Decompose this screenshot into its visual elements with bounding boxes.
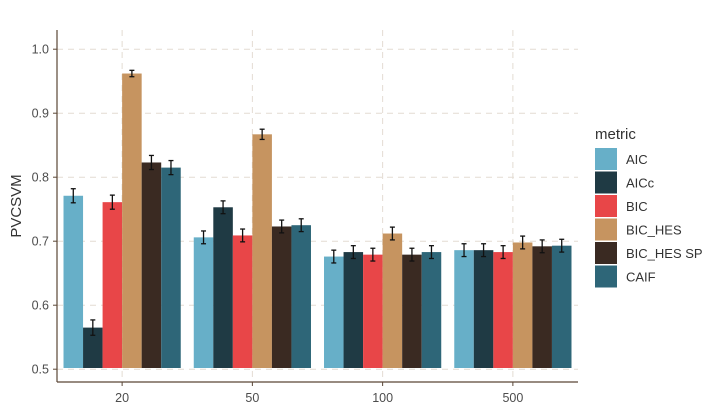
bar: [102, 202, 123, 368]
y-tick-label: 0.5: [32, 363, 49, 377]
bar: [63, 195, 84, 368]
y-tick-label: 0.6: [32, 299, 49, 313]
legend-label: CAIF: [626, 270, 656, 285]
y-tick-label: 0.9: [32, 107, 49, 121]
legend-swatch: [595, 218, 617, 241]
legend-swatch: [595, 195, 617, 217]
bar: [213, 207, 233, 368]
bar: [473, 250, 494, 368]
y-tick-label: 1.0: [32, 43, 49, 57]
legend-swatch: [595, 171, 617, 194]
y-tick-label: 0.8: [32, 171, 49, 185]
axes: [56, 30, 578, 383]
bar: [122, 73, 142, 369]
x-tick-label: 50: [245, 391, 259, 405]
bar: [252, 134, 272, 368]
bar: [271, 226, 292, 368]
bar: [551, 245, 572, 368]
bar: [512, 242, 533, 368]
legend-swatch: [595, 242, 617, 264]
error-bars: [70, 69, 565, 336]
legend-title: metric: [595, 126, 636, 143]
legend-swatch: [595, 148, 617, 170]
bar: [161, 167, 181, 368]
legend: metric AIC AICc BIC BIC_HES BIC_HES SP CAIF: [595, 126, 703, 288]
x-tick-label: 100: [372, 391, 393, 405]
bar: [193, 237, 214, 368]
bar: [291, 225, 311, 368]
bar: [324, 256, 344, 368]
legend-label: AIC: [626, 152, 648, 167]
legend-label: AICc: [626, 176, 655, 191]
bar: [363, 254, 383, 368]
bar: [83, 327, 103, 368]
bar: [454, 250, 474, 368]
bar: [141, 162, 162, 368]
x-axis-ticks: 20 50 100 500: [115, 382, 523, 405]
y-tick-label: 0.7: [32, 235, 49, 249]
bar: [343, 252, 364, 368]
legend-label: BIC: [626, 199, 648, 214]
bar: [532, 246, 552, 368]
bar: [382, 233, 403, 368]
x-tick-label: 500: [502, 391, 523, 405]
bar: [232, 235, 253, 368]
bars: [63, 73, 572, 369]
bar: [402, 254, 422, 368]
legend-swatch: [595, 265, 617, 288]
legend-label: BIC_HES SP: [626, 246, 703, 261]
y-axis-ticks: 0.5 0.6 0.7 0.8 0.9 1.0: [32, 43, 57, 377]
legend-label: BIC_HES: [626, 223, 682, 238]
y-axis-title: PVCSVM: [8, 174, 25, 237]
bar: [421, 252, 442, 368]
x-tick-label: 20: [115, 391, 129, 405]
bar: [493, 252, 513, 368]
